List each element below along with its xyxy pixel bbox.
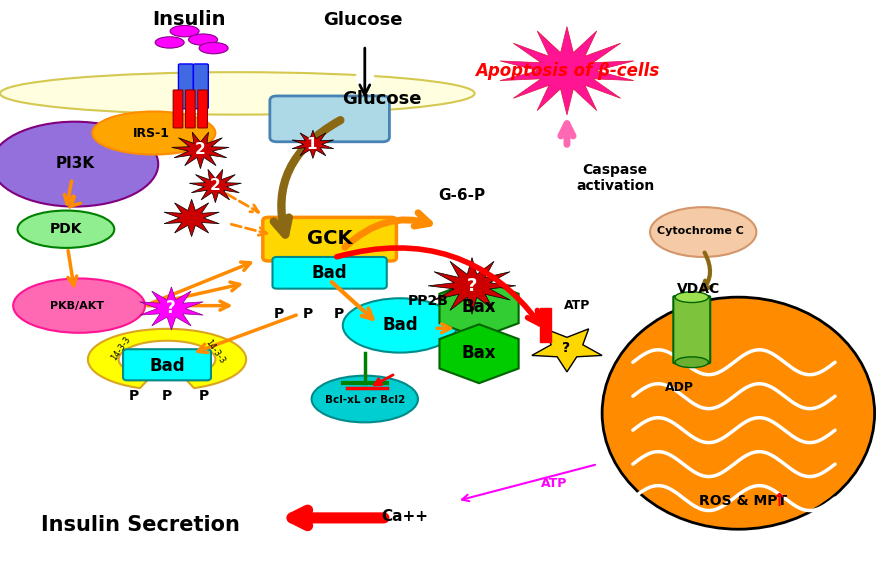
Text: Insulin Secretion: Insulin Secretion — [41, 515, 240, 535]
FancyBboxPatch shape — [178, 64, 193, 109]
Text: ATP: ATP — [540, 478, 566, 490]
Ellipse shape — [601, 297, 874, 529]
FancyBboxPatch shape — [193, 64, 208, 109]
FancyBboxPatch shape — [270, 96, 389, 142]
Text: Bax: Bax — [461, 298, 496, 316]
Text: ADP: ADP — [665, 381, 693, 394]
Text: Bad: Bad — [382, 316, 417, 335]
Text: Glucose: Glucose — [342, 90, 421, 108]
Ellipse shape — [0, 122, 158, 207]
Text: P: P — [128, 389, 139, 403]
Polygon shape — [189, 169, 241, 203]
Polygon shape — [439, 279, 518, 338]
Text: 14-3-3: 14-3-3 — [204, 338, 227, 366]
Text: ?: ? — [466, 277, 477, 295]
Text: Cytochrome C: Cytochrome C — [657, 226, 743, 236]
Polygon shape — [428, 258, 515, 314]
Bar — [539, 308, 551, 342]
Text: Bad: Bad — [312, 264, 347, 282]
Ellipse shape — [674, 292, 708, 303]
Text: 2: 2 — [195, 143, 205, 157]
Text: PI3K: PI3K — [55, 156, 94, 170]
Polygon shape — [291, 130, 334, 158]
FancyBboxPatch shape — [263, 217, 396, 261]
Text: P: P — [198, 389, 209, 403]
Text: P: P — [302, 307, 313, 321]
Ellipse shape — [311, 376, 418, 422]
Text: P: P — [333, 307, 343, 321]
Polygon shape — [439, 324, 518, 383]
Text: Bax: Bax — [461, 344, 496, 362]
Ellipse shape — [674, 357, 708, 368]
Text: 14-3-3: 14-3-3 — [109, 335, 132, 362]
Text: Caspase
activation: Caspase activation — [575, 163, 654, 194]
Text: P: P — [273, 307, 284, 321]
Ellipse shape — [650, 207, 756, 257]
Polygon shape — [531, 329, 601, 372]
Polygon shape — [171, 132, 229, 169]
Text: Ca++: Ca++ — [380, 509, 428, 524]
FancyBboxPatch shape — [123, 349, 211, 380]
Ellipse shape — [13, 278, 145, 333]
Text: Bcl-xL or Bcl2: Bcl-xL or Bcl2 — [324, 395, 405, 405]
Text: ?: ? — [561, 341, 570, 355]
Text: P: P — [162, 389, 172, 403]
FancyBboxPatch shape — [198, 90, 207, 128]
Text: 1: 1 — [306, 137, 317, 152]
Ellipse shape — [188, 34, 217, 45]
Text: IRS-1: IRS-1 — [133, 127, 169, 139]
Ellipse shape — [170, 25, 198, 37]
Ellipse shape — [18, 211, 114, 248]
Polygon shape — [500, 27, 633, 115]
Text: Bad: Bad — [149, 357, 184, 375]
Ellipse shape — [0, 72, 474, 115]
Ellipse shape — [92, 112, 215, 155]
Text: Apoptosis of β-cells: Apoptosis of β-cells — [474, 62, 658, 80]
FancyBboxPatch shape — [185, 90, 195, 128]
Text: 2: 2 — [210, 178, 220, 193]
Polygon shape — [88, 329, 246, 388]
Ellipse shape — [342, 298, 457, 353]
FancyBboxPatch shape — [173, 90, 183, 128]
Text: GCK: GCK — [306, 229, 352, 248]
Text: G-6-P: G-6-P — [437, 188, 485, 203]
FancyBboxPatch shape — [673, 296, 709, 363]
Text: ↑: ↑ — [770, 492, 786, 510]
Ellipse shape — [155, 37, 184, 48]
Text: ?: ? — [165, 299, 176, 318]
Text: PKB/AKT: PKB/AKT — [50, 301, 104, 311]
FancyBboxPatch shape — [272, 257, 386, 289]
Text: VDAC: VDAC — [676, 282, 720, 295]
Text: Insulin: Insulin — [152, 10, 226, 29]
Text: ROS & MPT: ROS & MPT — [698, 494, 786, 508]
Text: PDK: PDK — [50, 222, 82, 236]
Ellipse shape — [198, 42, 228, 54]
Text: ATP: ATP — [564, 299, 590, 312]
Text: Glucose: Glucose — [323, 11, 402, 29]
Polygon shape — [164, 199, 219, 237]
Polygon shape — [140, 287, 203, 330]
Text: PP2B: PP2B — [407, 294, 448, 308]
